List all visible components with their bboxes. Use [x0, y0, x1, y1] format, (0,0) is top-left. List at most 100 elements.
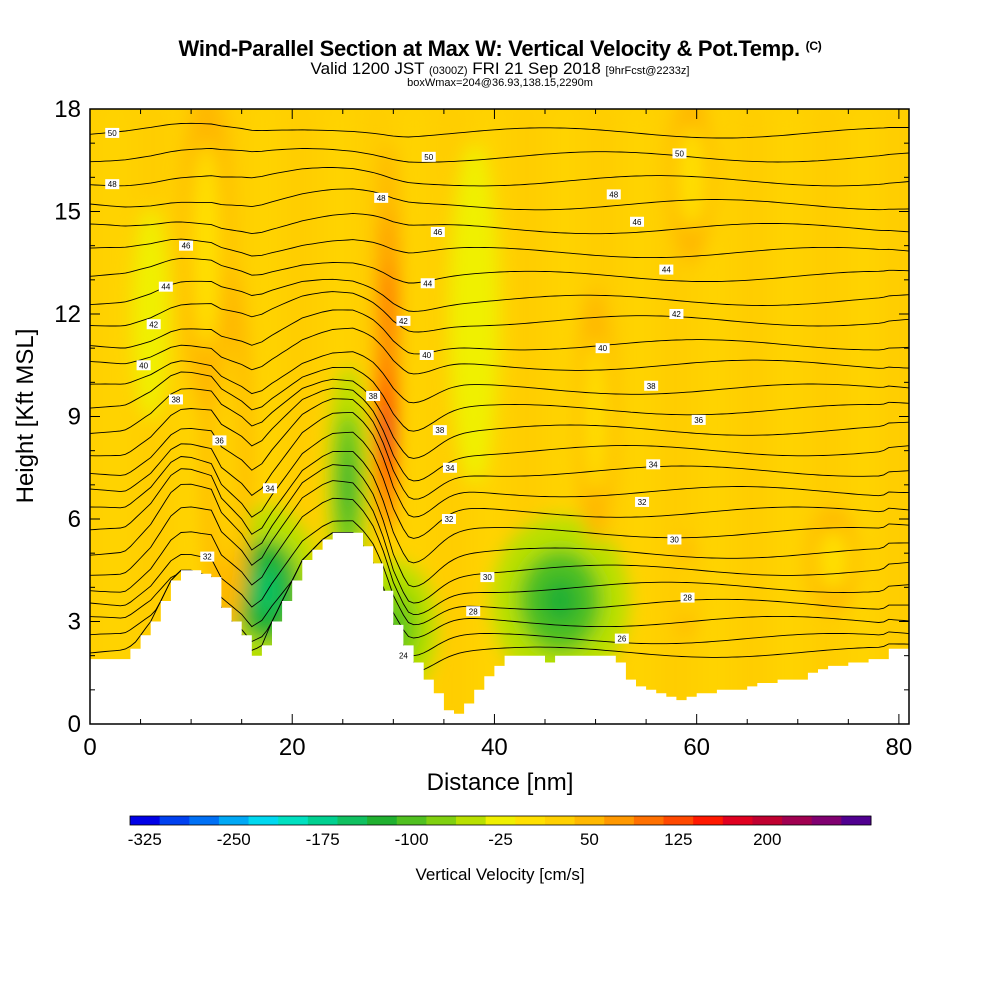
y-tick-label: 0 [68, 711, 81, 738]
contour-line-48 [90, 167, 909, 187]
contour-label-text: 50 [108, 129, 117, 138]
contour-line-46 [90, 212, 909, 235]
colorbar-swatch [189, 816, 220, 825]
colorbar-swatch [218, 816, 250, 825]
contour-label: 34 [646, 459, 661, 470]
colorbar-swatch [396, 816, 427, 825]
colorbar-swatch [782, 816, 813, 825]
velocity-cell-core [219, 396, 234, 505]
contour-label: 40 [136, 360, 151, 371]
contour-label: 46 [630, 216, 645, 227]
contour-label-bg [595, 343, 610, 354]
contour-line-40 [90, 327, 909, 375]
contour-line-29 [90, 497, 909, 616]
colorbar-border [129, 815, 872, 826]
contour-label-text: 44 [161, 283, 170, 292]
x-tick-label: 0 [83, 734, 96, 761]
contour-line-39 [90, 351, 909, 404]
contour-line-27 [90, 532, 909, 639]
contour-label-text: 44 [423, 279, 432, 288]
colorbar-tick-label: -25 [488, 830, 513, 849]
colorbar-swatch [752, 816, 783, 825]
contour-label: 44 [420, 278, 435, 289]
contour-line-45 [90, 238, 909, 259]
contour-line-43 [90, 278, 909, 312]
contour-label-text: 32 [444, 515, 453, 524]
contour-label-text: 32 [203, 553, 212, 562]
velocity-streak [409, 109, 420, 724]
contour-label: 28 [466, 606, 481, 617]
contour-label-bg [672, 148, 687, 159]
contour-label: 50 [105, 127, 120, 138]
contour-line-31 [90, 464, 909, 588]
contour-label-bg [680, 592, 695, 603]
contour-label-text: 40 [422, 351, 431, 360]
contour-label-bg [442, 462, 457, 473]
colorbar-swatch [248, 816, 279, 825]
contour-label: 50 [421, 151, 436, 162]
contour-label: 38 [366, 391, 381, 401]
velocity-cell-core [540, 577, 580, 625]
velocity-streak [446, 109, 457, 724]
contour-label-bg [635, 496, 650, 507]
contour-label-text: 38 [171, 395, 180, 404]
contour-label-bg [396, 650, 411, 661]
contour-label: 46 [430, 227, 445, 237]
contour-line-33 [90, 431, 909, 539]
contour-label-bg [374, 192, 389, 203]
velocity-streak [783, 109, 794, 724]
contour-label-text: 42 [149, 320, 158, 329]
velocity-cell-core [342, 451, 354, 519]
contour-label-bg [480, 572, 495, 583]
contour-label-text: 26 [617, 635, 626, 644]
contour-label: 44 [158, 281, 173, 292]
contour-label: 38 [432, 425, 447, 436]
colorbar-swatch [456, 816, 487, 825]
contour-label-bg [441, 514, 456, 524]
contour-label-text: 40 [139, 361, 148, 370]
colorbar-swatch [307, 816, 338, 825]
y-tick-label: 18 [54, 96, 81, 123]
colorbar-swatch [515, 816, 546, 825]
velocity-streak [633, 109, 644, 724]
contour-label-text: 48 [108, 180, 117, 189]
contour-label-text: 46 [633, 218, 642, 227]
contour-label-text: 42 [399, 317, 408, 326]
contour-label: 42 [669, 309, 684, 319]
chart-subtitle-2: boxWmax=204@36.93,138.15,2290m [407, 77, 593, 89]
contour-label-bg [366, 391, 381, 401]
colorbar-tick-label: 50 [580, 830, 599, 849]
colorbar: -325 -250 -175 -100 -25 50 125 200 [128, 815, 872, 849]
colorbar-swatch [485, 816, 516, 825]
contour-label-bg [105, 127, 120, 138]
contour-label-bg [691, 414, 706, 425]
chart-title: Wind-Parallel Section at Max W: Vertical… [178, 36, 822, 61]
colorbar-swatch [159, 816, 190, 825]
colorbar-swatch [544, 816, 576, 825]
contour-label-bg [432, 425, 447, 436]
x-tick-label: 40 [481, 734, 508, 761]
contour-line-38 [90, 367, 909, 432]
y-tick-label: 3 [68, 609, 81, 636]
colorbar-swatch [663, 816, 694, 825]
contour-label: 36 [691, 414, 706, 425]
colorbar-swatch [367, 816, 398, 825]
contour-label: 28 [680, 592, 695, 603]
colorbar-swatch [426, 816, 457, 825]
contour-label: 38 [168, 394, 183, 405]
colorbar-swatch [633, 816, 665, 825]
contour-line-50 [90, 122, 909, 139]
contour-label-bg [212, 435, 227, 446]
contour-label-bg [421, 151, 436, 162]
contour-label-text: 30 [670, 536, 679, 545]
contour-label: 34 [262, 483, 277, 494]
contour-label-bg [630, 216, 645, 227]
contour-label-bg [466, 606, 481, 617]
colorbar-swatch [130, 816, 161, 825]
contour-label-bg [179, 240, 194, 251]
contour-label-bg [168, 394, 183, 405]
contour-label-text: 44 [662, 266, 671, 275]
y-tick-label: 6 [68, 506, 81, 533]
velocity-cell-core [826, 545, 841, 575]
contour-label: 34 [442, 462, 457, 473]
